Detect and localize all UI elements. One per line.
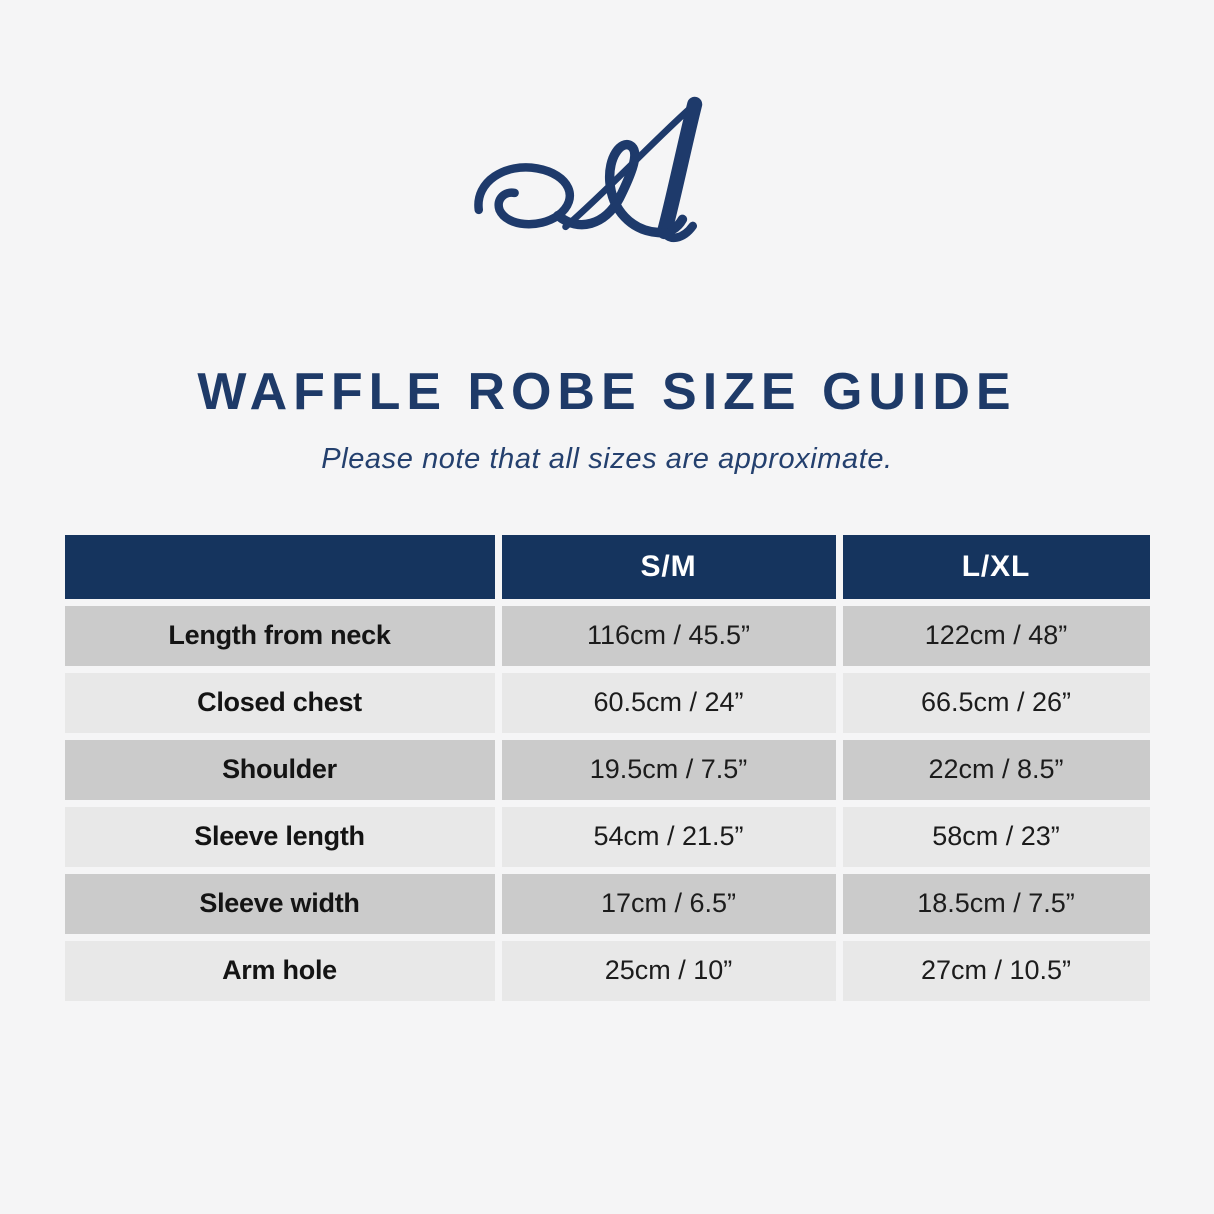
row-label: Arm hole	[64, 940, 495, 1001]
cell-sm: 116cm / 45.5”	[501, 605, 836, 666]
cell-lxl: 27cm / 10.5”	[842, 940, 1150, 1001]
row-label: Length from neck	[64, 605, 495, 666]
cell-sm: 60.5cm / 24”	[501, 672, 836, 733]
cell-sm: 25cm / 10”	[501, 940, 836, 1001]
row-label: Shoulder	[64, 739, 495, 800]
column-header-sm: S/M	[501, 534, 836, 599]
brand-logo	[442, 76, 772, 274]
row-label: Closed chest	[64, 672, 495, 733]
cell-lxl: 18.5cm / 7.5”	[842, 873, 1150, 934]
cell-lxl: 122cm / 48”	[842, 605, 1150, 666]
page-subtitle: Please note that all sizes are approxima…	[321, 443, 893, 475]
cell-lxl: 58cm / 23”	[842, 806, 1150, 867]
column-header-lxl: L/XL	[842, 534, 1150, 599]
cell-lxl: 22cm / 8.5”	[842, 739, 1150, 800]
cell-sm: 54cm / 21.5”	[501, 806, 836, 867]
row-label: Sleeve length	[64, 806, 495, 867]
size-table: S/M L/XL Length from neck 116cm / 45.5” …	[64, 534, 1150, 1001]
cell-lxl: 66.5cm / 26”	[842, 672, 1150, 733]
column-header-blank	[64, 534, 495, 599]
cell-sm: 17cm / 6.5”	[501, 873, 836, 934]
script-letter-a-icon	[474, 96, 703, 243]
row-label: Sleeve width	[64, 873, 495, 934]
cell-sm: 19.5cm / 7.5”	[501, 739, 836, 800]
page-title: WAFFLE ROBE SIZE GUIDE	[197, 363, 1017, 421]
